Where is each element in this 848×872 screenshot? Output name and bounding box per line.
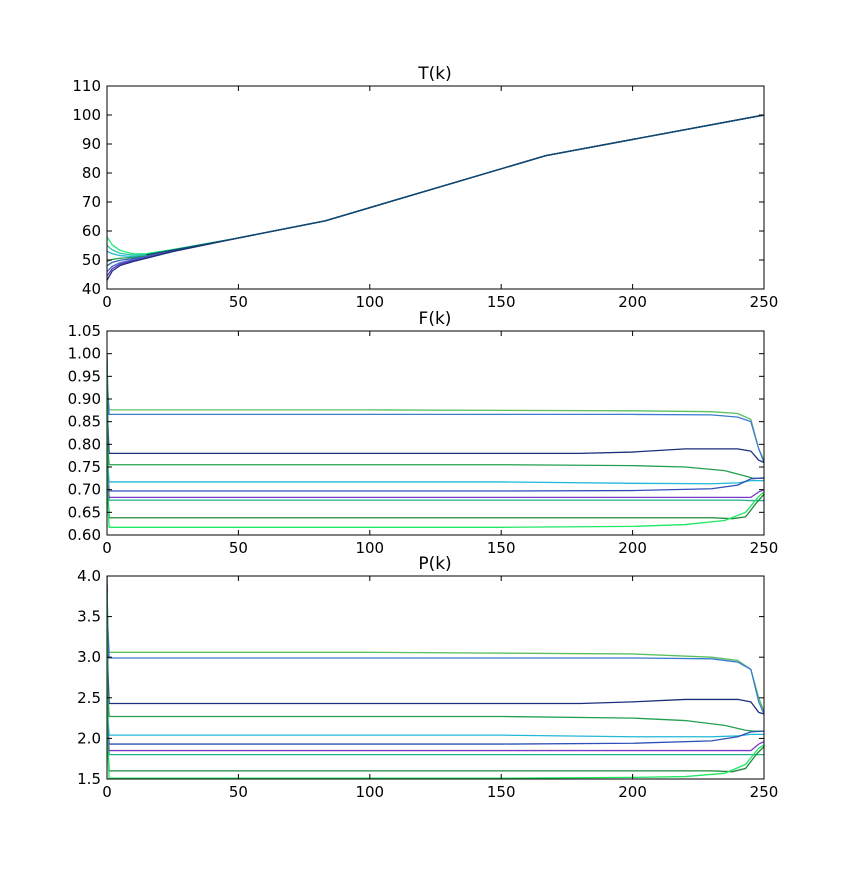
y-tick-label: 100 <box>72 106 101 124</box>
x-tick-label: 250 <box>750 293 779 311</box>
y-tick-label: 90 <box>82 135 101 153</box>
y-tick-label: 50 <box>82 251 101 269</box>
series-line-7 <box>107 114 764 277</box>
y-tick-label: 0.85 <box>68 413 101 431</box>
y-tick-label: 1.00 <box>68 345 101 363</box>
x-tick-label: 200 <box>618 293 647 311</box>
series-line-7 <box>107 362 764 502</box>
panel-title: T(k) <box>417 64 452 84</box>
x-tick-label: 100 <box>355 293 384 311</box>
x-tick-label: 100 <box>355 783 384 801</box>
y-tick-label: 0.90 <box>68 390 101 408</box>
axes-frame <box>106 575 765 780</box>
y-tick-label: 3.5 <box>77 608 101 626</box>
series-line-9 <box>107 362 764 520</box>
panel-f: F(k) 0 50 100 150 200 250 0.60 0.65 0.70 0.75 0.80… <box>68 309 779 557</box>
series-group <box>107 353 764 528</box>
series-line-6 <box>107 114 764 273</box>
series-line-10 <box>107 362 764 528</box>
series-line-6 <box>107 592 764 745</box>
panel-title: F(k) <box>419 309 452 329</box>
x-tick-label: 200 <box>618 783 647 801</box>
series-line-3 <box>107 576 764 715</box>
series-line-1 <box>107 114 764 255</box>
x-tick-label: 50 <box>229 293 248 311</box>
series-line-1 <box>107 362 764 461</box>
series-line-4 <box>107 362 764 479</box>
x-tick-label: 0 <box>102 293 112 311</box>
x-tick-label: 100 <box>355 539 384 557</box>
x-tick-label: 200 <box>618 539 647 557</box>
series-line-7 <box>107 592 764 756</box>
y-tick-label: 0.70 <box>68 481 101 499</box>
series-line-4 <box>107 592 764 732</box>
x-tick-label: 250 <box>750 539 779 557</box>
axes-frame <box>106 85 765 290</box>
axes-frame <box>106 330 765 536</box>
series-line-8 <box>107 362 764 499</box>
y-tick-label: 0.65 <box>68 503 101 521</box>
y-tick-label: 0.80 <box>68 435 101 453</box>
series-line-2 <box>107 114 764 256</box>
x-tick-label: 0 <box>102 783 112 801</box>
y-tick-label: 110 <box>72 77 101 95</box>
x-tick-label: 150 <box>487 539 516 557</box>
series-group <box>107 114 764 281</box>
series-group <box>107 576 764 779</box>
series-line-9 <box>107 592 764 773</box>
series-line-5 <box>107 362 764 485</box>
y-tick-label: 0.95 <box>68 367 101 385</box>
y-tick-label: 60 <box>82 222 101 240</box>
series-line-2 <box>107 584 764 715</box>
y-tick-label: 3.0 <box>77 648 101 666</box>
series-line-3 <box>107 114 764 258</box>
x-tick-label: 150 <box>487 783 516 801</box>
panel-t: T(k) 0 50 100 150 200 250 40 50 60 70 80 90 100 110 <box>72 64 778 311</box>
x-tick-label: 0 <box>102 539 112 557</box>
y-tick-label: 2.0 <box>77 729 101 747</box>
x-tick-label: 50 <box>229 783 248 801</box>
series-line-8 <box>107 114 764 281</box>
series-line-6 <box>107 362 764 492</box>
x-tick-label: 250 <box>750 783 779 801</box>
y-tick-label: 40 <box>82 280 101 298</box>
series-line-5 <box>107 592 764 738</box>
x-tick-label: 50 <box>229 539 248 557</box>
y-tick-label: 2.5 <box>77 689 101 707</box>
panel-title: P(k) <box>418 554 451 574</box>
series-line-8 <box>107 592 764 752</box>
series-line-3 <box>107 353 764 464</box>
y-tick-label: 1.05 <box>68 322 101 340</box>
x-tick-label: 150 <box>487 293 516 311</box>
y-tick-label: 70 <box>82 193 101 211</box>
panel-p: P(k) 0 50 100 150 200 250 1.5 2.0 2.5 3.0 3.5 4.0 <box>77 554 778 801</box>
y-tick-label: 80 <box>82 164 101 182</box>
y-tick-label: 0.75 <box>68 458 101 476</box>
y-tick-label: 1.5 <box>77 770 101 788</box>
series-line-9 <box>146 114 764 256</box>
y-tick-label: 4.0 <box>77 567 101 585</box>
series-line-1 <box>107 584 764 712</box>
y-tick-label: 0.60 <box>68 526 101 544</box>
series-line-2 <box>107 362 764 463</box>
